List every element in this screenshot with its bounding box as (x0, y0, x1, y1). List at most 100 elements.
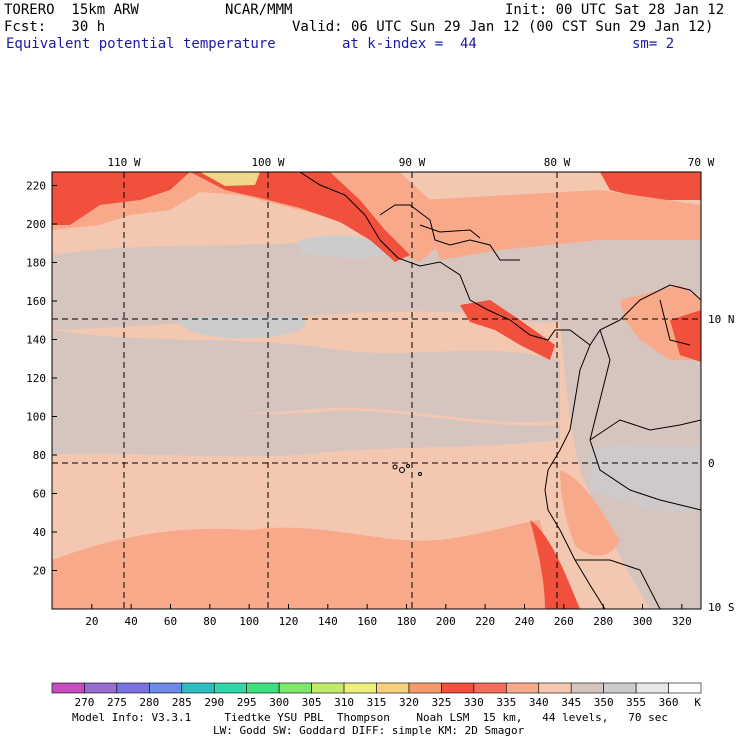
forecast-hour: Fcst: 30 h (4, 19, 106, 35)
y-tick-label: 20 (33, 564, 46, 577)
x-tick-label: 140 (318, 615, 338, 628)
x-tick-label: 200 (436, 615, 456, 628)
shaded-field (52, 172, 701, 609)
colorbar-label: 315 (367, 696, 387, 709)
colorbar-label: 300 (269, 696, 289, 709)
colorbar-swatch (505, 682, 540, 694)
init-time: Init: 00 UTC Sat 28 Jan 12 (505, 2, 725, 18)
red-region (190, 172, 410, 262)
red-region (670, 310, 701, 362)
x-tick-label: 300 (633, 615, 653, 628)
colorbar-swatch (441, 682, 475, 694)
y-tick-label: 120 (26, 372, 46, 385)
field-name: Equivalent potential temperature (6, 36, 276, 52)
colorbar-label: 270 (75, 696, 95, 709)
lat-label-0: 0 (708, 457, 715, 470)
grey-band (52, 230, 701, 330)
y-tick-label: 200 (26, 218, 46, 231)
x-tick-label: 120 (279, 615, 299, 628)
y-tick-label: 160 (26, 295, 46, 308)
colorbar-label: 285 (172, 696, 192, 709)
grey-band (52, 330, 560, 423)
colorbar-swatch (84, 682, 118, 694)
x-tick-label: 100 (239, 615, 259, 628)
grey-patch (180, 315, 306, 339)
y-tick-label: 180 (26, 256, 46, 269)
colorbar-swatch (473, 682, 507, 694)
level-label: at k-index = 44 (342, 36, 477, 52)
colorbar-label: 355 (626, 696, 646, 709)
y-tick-label: 40 (33, 526, 46, 539)
country-border (589, 419, 701, 441)
colorbar-swatch (570, 682, 604, 694)
coastlines (299, 172, 701, 609)
colorbar-label: 340 (529, 696, 549, 709)
latlon-grid (52, 172, 701, 609)
y-tick-label: 140 (26, 333, 46, 346)
colorbar-swatch (278, 682, 312, 694)
x-tick-label: 60 (164, 615, 177, 628)
colorbar-swatch (149, 682, 183, 694)
lon-label-100w: 100 W (251, 156, 284, 169)
grey-band (590, 445, 701, 513)
lat-label-10n: 10 N (708, 313, 735, 326)
red-region (52, 172, 190, 225)
galapagos-island (406, 464, 410, 468)
colorbar-label: 360 (659, 696, 679, 709)
country-border (659, 299, 691, 346)
map-frame (51, 171, 702, 610)
colorbar-swatch (311, 682, 345, 694)
colorbar-swatch (116, 682, 150, 694)
x-tick-label: 240 (515, 615, 535, 628)
colorbar-label: 330 (464, 696, 484, 709)
south-america-coast (544, 344, 606, 609)
colorbar-label: 280 (139, 696, 159, 709)
red-region (530, 520, 580, 609)
lat-label-10s: 10 S (708, 601, 735, 614)
galapagos-island (399, 467, 405, 473)
model-info-line1: Model Info: V3.3.1 Tiedtke YSU PBL Thomp… (72, 711, 669, 724)
lon-label-90w: 90 W (399, 156, 426, 169)
org-label: NCAR/MMM (225, 2, 293, 18)
model-title: TORERO 15km ARW (4, 2, 139, 18)
pacific-coast (299, 172, 701, 346)
galapagos-island (392, 464, 398, 470)
grey-band (52, 404, 560, 457)
colorbar-label: 290 (204, 696, 224, 709)
x-tick-label: 80 (203, 615, 216, 628)
yellow-region (200, 172, 260, 186)
x-tick-label: 180 (397, 615, 417, 628)
country-border (589, 329, 701, 511)
lon-label-80w: 80 W (544, 156, 571, 169)
colorbar-swatch (246, 682, 280, 694)
y-axis-ticks: 220 200 180 160 140 120 100 80 60 40 20 (26, 179, 57, 577)
lon-label-110w: 110 W (107, 156, 140, 169)
x-tick-label: 220 (475, 615, 495, 628)
colorbar-label: 350 (594, 696, 614, 709)
model-info-line2: LW: Godd SW: Goddard DIFF: simple KM: 2D… (213, 724, 525, 737)
colorbar-swatch (376, 682, 410, 694)
colorbar-swatch (343, 682, 377, 694)
colorbar-label: 325 (431, 696, 451, 709)
colorbar-unit: K (694, 696, 701, 709)
colorbar-label: 295 (237, 696, 257, 709)
salmon-region (420, 190, 701, 260)
salmon-region (560, 470, 620, 556)
red-region (600, 172, 701, 200)
colorbar-swatch (51, 682, 85, 694)
galapagos-island (418, 472, 422, 476)
x-tick-label: 20 (85, 615, 98, 628)
colorbar-swatch (408, 682, 442, 694)
smoothing-label: sm= 2 (632, 36, 675, 52)
colorbar-swatch (538, 682, 572, 694)
country-border (419, 224, 481, 239)
x-tick-label: 320 (672, 615, 692, 628)
salmon-region (52, 520, 560, 609)
valid-time: Valid: 06 UTC Sun 29 Jan 12 (00 CST Sun … (292, 19, 714, 35)
colorbar-label: 305 (302, 696, 322, 709)
y-tick-label: 80 (33, 449, 46, 462)
colorbar-label: 320 (399, 696, 419, 709)
colorbar-swatch (668, 682, 702, 694)
colorbar-swatch (603, 682, 637, 694)
